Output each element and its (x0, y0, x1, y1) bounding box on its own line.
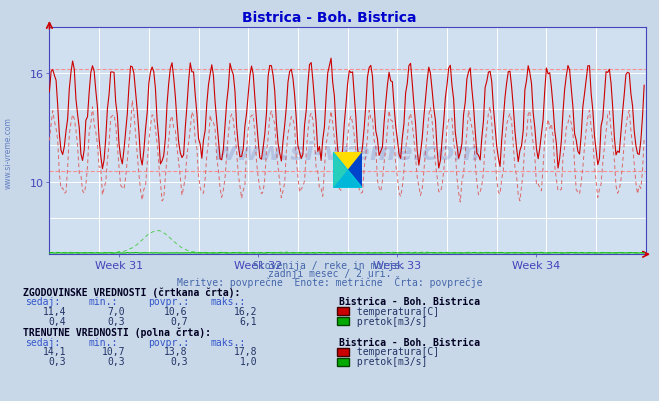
Text: 16,2: 16,2 (233, 306, 257, 316)
Text: 10,7: 10,7 (101, 346, 125, 356)
Text: povpr.:: povpr.: (148, 297, 189, 306)
Text: sedaj:: sedaj: (25, 297, 60, 306)
Text: sedaj:: sedaj: (25, 337, 60, 346)
Polygon shape (333, 152, 362, 188)
Text: zadnji mesec / 2 uri.: zadnji mesec / 2 uri. (268, 269, 391, 278)
Text: 14,1: 14,1 (42, 346, 66, 356)
Text: 7,0: 7,0 (107, 306, 125, 316)
Text: www.si-vreme.com: www.si-vreme.com (3, 117, 13, 188)
Text: 0,4: 0,4 (48, 316, 66, 326)
Text: www.si-vreme.com: www.si-vreme.com (214, 141, 481, 165)
Text: Bistrica - Boh. Bistrica: Bistrica - Boh. Bistrica (339, 337, 480, 346)
Text: min.:: min.: (89, 337, 119, 346)
Text: TRENUTNE VREDNOSTI (polna črta):: TRENUTNE VREDNOSTI (polna črta): (23, 327, 211, 337)
Text: 1,0: 1,0 (239, 356, 257, 366)
Text: 0,3: 0,3 (48, 356, 66, 366)
Text: 0,3: 0,3 (107, 316, 125, 326)
Text: 13,8: 13,8 (164, 346, 188, 356)
Polygon shape (333, 152, 362, 188)
Text: pretok[m3/s]: pretok[m3/s] (351, 356, 428, 366)
Text: 6,1: 6,1 (239, 316, 257, 326)
Text: 11,4: 11,4 (42, 306, 66, 316)
Text: ZGODOVINSKE VREDNOSTI (črtkana črta):: ZGODOVINSKE VREDNOSTI (črtkana črta): (23, 287, 241, 297)
Text: temperatura[C]: temperatura[C] (351, 346, 440, 356)
Text: povpr.:: povpr.: (148, 337, 189, 346)
Text: 0,3: 0,3 (170, 356, 188, 366)
Text: min.:: min.: (89, 297, 119, 306)
Text: 17,8: 17,8 (233, 346, 257, 356)
Text: pretok[m3/s]: pretok[m3/s] (351, 316, 428, 326)
Text: maks.:: maks.: (211, 337, 246, 346)
Text: Bistrica - Boh. Bistrica: Bistrica - Boh. Bistrica (243, 11, 416, 25)
Text: Slovenija / reke in morje.: Slovenija / reke in morje. (253, 261, 406, 270)
Text: 0,7: 0,7 (170, 316, 188, 326)
Text: temperatura[C]: temperatura[C] (351, 306, 440, 316)
Text: 0,3: 0,3 (107, 356, 125, 366)
Text: Bistrica - Boh. Bistrica: Bistrica - Boh. Bistrica (339, 297, 480, 306)
Text: Meritve: povprečne  Enote: metrične  Črta: povprečje: Meritve: povprečne Enote: metrične Črta:… (177, 275, 482, 288)
Text: maks.:: maks.: (211, 297, 246, 306)
Text: 10,6: 10,6 (164, 306, 188, 316)
